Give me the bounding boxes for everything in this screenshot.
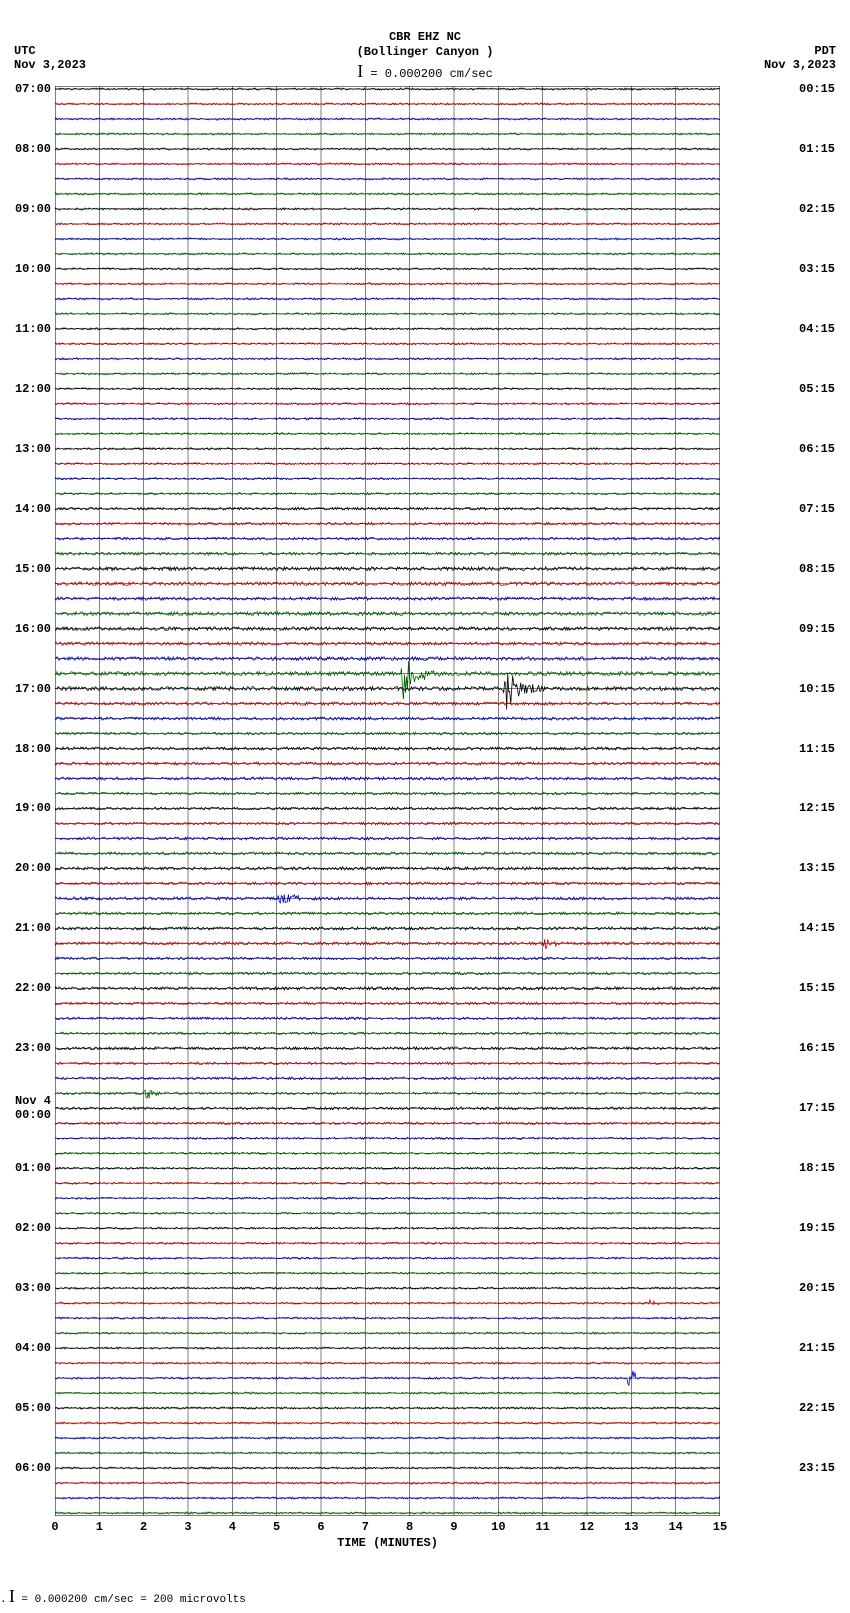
left-hour-label: 15:00: [15, 562, 51, 576]
right-hour-label: 07:15: [799, 502, 835, 516]
left-hour-label: 03:00: [15, 1281, 51, 1295]
right-hour-label: 01:15: [799, 142, 835, 156]
left-hour-label: 21:00: [15, 921, 51, 935]
scale-text: = 0.000200 cm/sec: [363, 67, 493, 81]
right-hour-label: 08:15: [799, 562, 835, 576]
right-hour-label: 23:15: [799, 1461, 835, 1475]
footer-scale-text: = 0.000200 cm/sec = 200 microvolts: [15, 1594, 246, 1606]
x-tick-label: 15: [713, 1520, 727, 1534]
left-hour-label: 13:00: [15, 442, 51, 456]
seismogram-page: CBR EHZ NC (Bollinger Canyon ) I = 0.000…: [0, 0, 850, 1613]
station-name: (Bollinger Canyon ): [0, 45, 850, 60]
left-hour-label: 10:00: [15, 262, 51, 276]
x-tick-label: 12: [580, 1520, 594, 1534]
date-left-label: Nov 3,2023: [14, 58, 86, 72]
timezone-left-label: UTC: [14, 44, 36, 58]
right-hour-label: 04:15: [799, 322, 835, 336]
left-hour-label: Nov 4 00:00: [15, 1094, 51, 1122]
date-right-label: Nov 3,2023: [764, 58, 836, 72]
left-hour-label: 22:00: [15, 981, 51, 995]
right-hour-label: 16:15: [799, 1041, 835, 1055]
x-tick-label: 0: [51, 1520, 58, 1534]
right-hour-labels: 00:1501:1502:1503:1504:1505:1506:1507:15…: [797, 86, 850, 1516]
left-hour-label: 17:00: [15, 682, 51, 696]
footer-scale-tick-icon: .: [0, 1594, 9, 1606]
title-block: CBR EHZ NC (Bollinger Canyon ) I = 0.000…: [0, 30, 850, 82]
x-tick-label: 5: [273, 1520, 280, 1534]
x-tick-label: 14: [668, 1520, 682, 1534]
left-hour-label: 19:00: [15, 801, 51, 815]
right-hour-label: 12:15: [799, 801, 835, 815]
right-hour-label: 14:15: [799, 921, 835, 935]
right-hour-label: 03:15: [799, 262, 835, 276]
left-hour-label: 01:00: [15, 1161, 51, 1175]
right-hour-label: 09:15: [799, 622, 835, 636]
right-hour-label: 02:15: [799, 202, 835, 216]
x-tick-label: 9: [450, 1520, 457, 1534]
x-tick-label: 13: [624, 1520, 638, 1534]
left-hour-label: 02:00: [15, 1221, 51, 1235]
left-hour-label: 09:00: [15, 202, 51, 216]
right-hour-label: 19:15: [799, 1221, 835, 1235]
seismogram-plot: [55, 86, 720, 1516]
left-hour-label: 18:00: [15, 742, 51, 756]
left-hour-label: 12:00: [15, 382, 51, 396]
left-hour-label: 20:00: [15, 861, 51, 875]
right-hour-label: 00:15: [799, 82, 835, 96]
x-tick-label: 3: [184, 1520, 191, 1534]
right-hour-label: 06:15: [799, 442, 835, 456]
x-tick-label: 2: [140, 1520, 147, 1534]
x-tick-label: 11: [535, 1520, 549, 1534]
right-hour-label: 17:15: [799, 1101, 835, 1115]
left-hour-label: 14:00: [15, 502, 51, 516]
left-hour-label: 05:00: [15, 1401, 51, 1415]
left-hour-label: 23:00: [15, 1041, 51, 1055]
right-hour-label: 10:15: [799, 682, 835, 696]
timezone-right-label: PDT: [814, 44, 836, 58]
right-hour-label: 22:15: [799, 1401, 835, 1415]
left-hour-label: 08:00: [15, 142, 51, 156]
right-hour-label: 20:15: [799, 1281, 835, 1295]
x-tick-label: 1: [96, 1520, 103, 1534]
footer-scale-note: . I = 0.000200 cm/sec = 200 microvolts: [0, 1586, 246, 1607]
scale-indicator: I = 0.000200 cm/sec: [0, 64, 850, 82]
station-code: CBR EHZ NC: [0, 30, 850, 45]
right-hour-label: 13:15: [799, 861, 835, 875]
x-tick-label: 10: [491, 1520, 505, 1534]
left-hour-labels: 07:0008:0009:0010:0011:0012:0013:0014:00…: [0, 86, 53, 1516]
left-hour-label: 06:00: [15, 1461, 51, 1475]
x-tick-label: 7: [362, 1520, 369, 1534]
right-hour-label: 11:15: [799, 742, 835, 756]
left-hour-label: 11:00: [15, 322, 51, 336]
left-hour-label: 04:00: [15, 1341, 51, 1355]
left-hour-label: 16:00: [15, 622, 51, 636]
x-tick-label: 8: [406, 1520, 413, 1534]
x-axis-title: TIME (MINUTES): [55, 1536, 720, 1550]
right-hour-label: 05:15: [799, 382, 835, 396]
x-tick-label: 4: [229, 1520, 236, 1534]
right-hour-label: 15:15: [799, 981, 835, 995]
x-tick-label: 6: [317, 1520, 324, 1534]
right-hour-label: 21:15: [799, 1341, 835, 1355]
left-hour-label: 07:00: [15, 82, 51, 96]
right-hour-label: 18:15: [799, 1161, 835, 1175]
